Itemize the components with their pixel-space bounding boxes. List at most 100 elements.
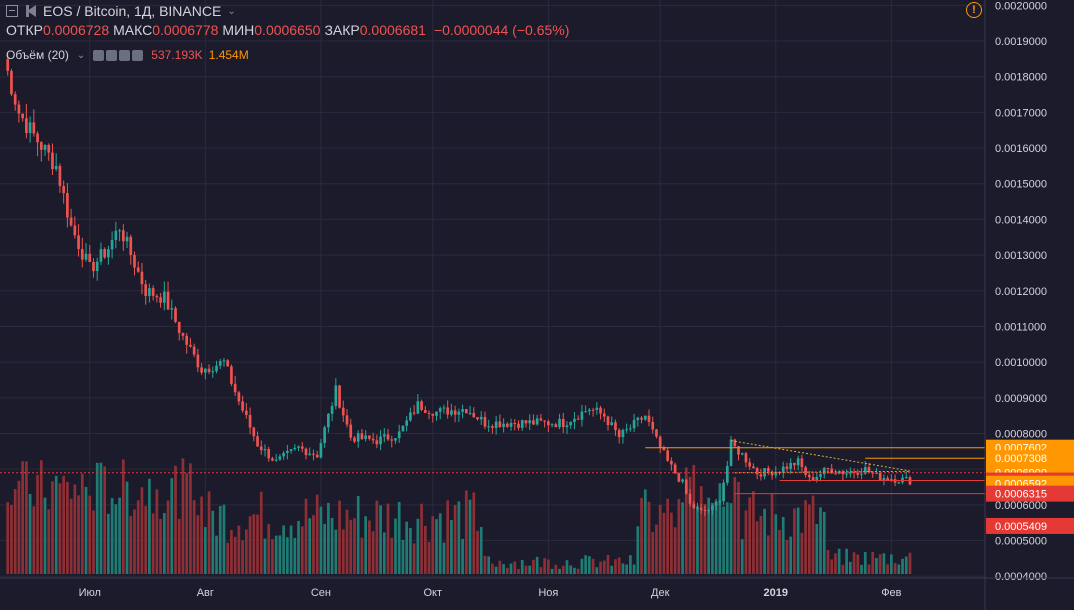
volume-bar [241, 540, 244, 574]
candle-body [416, 401, 420, 414]
candle-body [13, 94, 17, 105]
volume-bar [427, 541, 431, 574]
volume-bar [658, 504, 662, 574]
volume-bar [215, 535, 218, 574]
candle-body [774, 471, 778, 476]
candle-body [643, 415, 647, 420]
candle-body [25, 118, 28, 134]
candle-body [561, 418, 565, 428]
volume-bar [673, 527, 677, 574]
volume-bar [371, 531, 375, 574]
candle-body [498, 421, 502, 428]
candle-body [886, 478, 889, 481]
y-axis-tick-label: 0.0009000 [995, 393, 1047, 405]
x-axis-tick-label: Ноя [538, 587, 558, 599]
y-axis-tick-label: 0.0015000 [995, 179, 1047, 191]
close-icon[interactable] [132, 49, 144, 61]
volume-bar [725, 502, 729, 574]
candle-body [136, 267, 140, 272]
volume-bar [755, 521, 759, 574]
volume-title[interactable]: Объём (20) [6, 48, 69, 62]
candle-body [696, 507, 699, 509]
candle-body [547, 421, 550, 426]
volume-value-1: 537.193K [151, 48, 203, 62]
candle-body [170, 308, 174, 310]
candle-body [826, 467, 830, 469]
volume-bar [51, 481, 54, 574]
candle-body [304, 448, 308, 456]
volume-bar [785, 539, 789, 574]
volume-bar [107, 513, 110, 574]
candle-body [744, 453, 748, 463]
candle-body [420, 401, 423, 411]
candle-body [222, 360, 226, 362]
volume-bar [748, 497, 752, 574]
candle-body [863, 467, 867, 474]
candle-body [300, 446, 304, 449]
chevron-down-icon[interactable]: ⌄ [227, 5, 236, 17]
volume-bar [136, 500, 140, 574]
volume-bar [259, 491, 263, 574]
candle-body [703, 509, 707, 511]
volume-bar [263, 538, 267, 574]
volume-bar [561, 565, 565, 574]
y-axis-tick-label: 0.0011000 [995, 321, 1046, 333]
volume-bar [517, 569, 520, 574]
candle-body [278, 456, 282, 460]
alert-icon[interactable]: ! [966, 2, 982, 18]
candle-body [588, 409, 591, 412]
low-label: МИН [222, 22, 255, 38]
plus-icon[interactable] [119, 49, 131, 61]
candle-body [517, 423, 520, 428]
volume-bar [901, 558, 904, 574]
candle-body [766, 468, 770, 472]
volume-bar [718, 483, 722, 574]
candle-body [599, 407, 602, 414]
volume-bar [379, 505, 382, 574]
candle-body [662, 447, 666, 451]
symbol-row: EOS / Bitcoin, 1Д, BINANCE ⌄ [6, 2, 236, 20]
candle-body [655, 429, 658, 437]
volume-bar [640, 498, 643, 574]
candle-body [714, 501, 718, 506]
candle-body [528, 420, 532, 424]
volume-bar [606, 554, 610, 574]
volume-bar [162, 513, 166, 574]
candle-body [181, 332, 185, 336]
y-axis-tick-label: 0.0012000 [995, 286, 1047, 298]
candle-body [834, 473, 837, 475]
volume-bar [655, 524, 658, 574]
candle-body [785, 466, 789, 469]
candle-body [573, 418, 576, 423]
volume-value-2: 1.454M [208, 48, 249, 62]
volume-chevron-icon[interactable]: ⌄ [76, 49, 86, 61]
volume-bar [677, 499, 681, 574]
volume-bar [13, 489, 17, 574]
settings-icon[interactable] [106, 49, 118, 61]
volume-bar [196, 515, 200, 574]
symbol-title[interactable]: EOS / Bitcoin, 1Д, BINANCE [43, 3, 222, 19]
candle-body [890, 479, 893, 481]
volume-bar [155, 489, 159, 574]
candle-body [256, 436, 259, 447]
candle-body [692, 503, 696, 509]
candle-body [435, 411, 438, 416]
candle-body [759, 474, 763, 477]
candle-body [677, 473, 681, 482]
volume-bar [569, 565, 573, 574]
candle-body [733, 439, 737, 447]
volume-bar [886, 564, 889, 574]
candle-body [632, 420, 636, 429]
volume-bar [752, 491, 755, 574]
low-value: 0.0006650 [254, 22, 321, 38]
volume-bar [632, 564, 636, 574]
collapse-icon[interactable] [6, 5, 18, 17]
eye-icon[interactable] [93, 49, 105, 61]
candle-body [673, 464, 677, 474]
y-axis-tick-label: 0.0014000 [995, 214, 1047, 226]
candle-body [125, 236, 129, 242]
candle-body [248, 414, 252, 428]
price-label-text: 0.0006315 [995, 489, 1047, 501]
volume-bar [88, 495, 92, 574]
